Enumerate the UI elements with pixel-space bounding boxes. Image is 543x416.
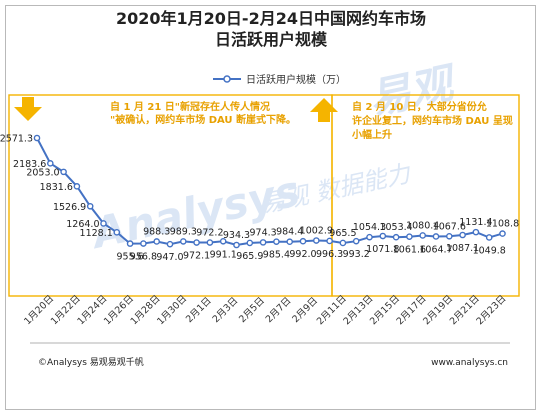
data-label: 1831.6 [40, 182, 73, 193]
data-point [432, 233, 440, 240]
data-label: 955.6 [116, 252, 143, 263]
data-point [339, 239, 347, 247]
data-label: 988.3 [143, 227, 170, 238]
up-arrow-icon [310, 98, 338, 122]
data-point [60, 168, 67, 176]
data-label: 2571.3 [0, 134, 33, 145]
footer-source: ©Analysys 易观易观千帆 [38, 356, 144, 368]
data-point [47, 160, 54, 167]
right-annotation-text: 自 2 月 10 日，大部分省份允许企业复工，网约车市场 DAU 呈现小幅上升 [351, 100, 513, 141]
data-point [73, 183, 81, 190]
data-label: 1071.8 [366, 244, 399, 255]
data-point [352, 237, 360, 245]
data-label: 934.3 [223, 230, 250, 241]
data-label: 1054.3 [353, 222, 386, 233]
data-point [246, 239, 254, 247]
data-point [233, 241, 240, 249]
data-label: 2053.0 [26, 167, 59, 178]
data-point [299, 237, 307, 245]
outer-frame [5, 5, 536, 410]
data-label: 985.4 [263, 250, 290, 261]
data-point [485, 234, 493, 241]
data-label: 993.2 [343, 249, 370, 260]
data-label: 996.3 [316, 249, 343, 260]
data-point [499, 230, 506, 237]
data-label: 1064.7 [419, 245, 452, 256]
data-label: 991.1 [210, 249, 237, 260]
data-point [419, 232, 427, 239]
down-arrow-icon [14, 97, 42, 121]
data-label: 992.0 [289, 249, 316, 260]
data-point [392, 233, 400, 241]
legend-label: 日活跃用户规模（万） [246, 73, 346, 86]
data-label: 1061.6 [393, 245, 426, 256]
left-annotation-text: 自 1 月 21 日"新冠存在人传人情况"被确认，网约车市场 DAU 断崖式下降… [110, 100, 296, 126]
x-axis-ticks: 1月20日1月22日1月24日1月26日1月28日1月30日2月1日2月3日2月… [22, 293, 508, 327]
data-label: 1131.4 [459, 217, 492, 228]
data-point [366, 233, 373, 241]
data-point [86, 202, 94, 210]
data-label: 974.3 [249, 227, 276, 238]
data-label: 1128.1 [80, 228, 113, 239]
data-point [273, 238, 280, 245]
data-label: 1067.6 [433, 221, 466, 232]
data-point [459, 231, 466, 239]
data-label: 1108.8 [486, 219, 519, 230]
data-point [113, 229, 121, 236]
data-label: 965.9 [236, 251, 263, 262]
data-point [445, 232, 453, 240]
data-point [33, 134, 41, 142]
x-tick-label: 2月5日 [237, 295, 267, 325]
chart-title-line1: 2020年1月20日-2月24日中国网约车市场 [116, 9, 426, 28]
data-label: 1264.0 [66, 219, 99, 230]
data-label: 1526.9 [53, 202, 86, 213]
data-point [379, 232, 387, 240]
x-tick-label: 2月7日 [264, 295, 294, 325]
data-point [179, 238, 187, 245]
right-annotation-box [331, 94, 520, 297]
data-point [472, 228, 480, 236]
legend: 日活跃用户规模（万） [213, 73, 346, 86]
data-label: 947.0 [156, 252, 183, 263]
data-label: 2183.6 [13, 159, 46, 170]
data-point [219, 237, 227, 245]
x-tick-label: 1月30日 [155, 293, 189, 327]
data-point [100, 220, 107, 227]
data-label: 1053.4 [379, 222, 412, 233]
data-label: 984.4 [276, 227, 303, 238]
chart-title-line2: 日活跃用户规模 [215, 30, 328, 49]
data-label: 1049.8 [473, 246, 506, 257]
data-label: 972.1 [183, 251, 210, 262]
data-point [206, 239, 214, 246]
data-label: 1080.4 [406, 221, 439, 232]
data-point [312, 237, 320, 244]
data-point [406, 233, 413, 240]
data-point [286, 238, 294, 246]
data-label: 956.8 [130, 252, 157, 263]
data-point [126, 240, 134, 247]
x-tick-label: 2月23日 [474, 293, 508, 327]
footer-url: www.analysys.cn [431, 358, 508, 368]
data-point [153, 238, 160, 245]
data-label: 1002.9 [300, 226, 333, 237]
data-label: 965.5 [329, 228, 356, 239]
data-point [166, 240, 174, 248]
x-tick-label: 2月1日 [184, 295, 214, 325]
data-point [193, 239, 200, 246]
data-point [326, 237, 333, 245]
data-label: 972.2 [196, 228, 223, 239]
data-label: 989.3 [170, 226, 197, 237]
data-point [259, 239, 267, 246]
x-tick-label: 2月3日 [211, 295, 241, 325]
data-point [140, 240, 147, 247]
watermark-chinese: 易观 [364, 57, 462, 124]
data-label: 1087.1 [446, 243, 479, 254]
legend-marker [223, 75, 231, 83]
